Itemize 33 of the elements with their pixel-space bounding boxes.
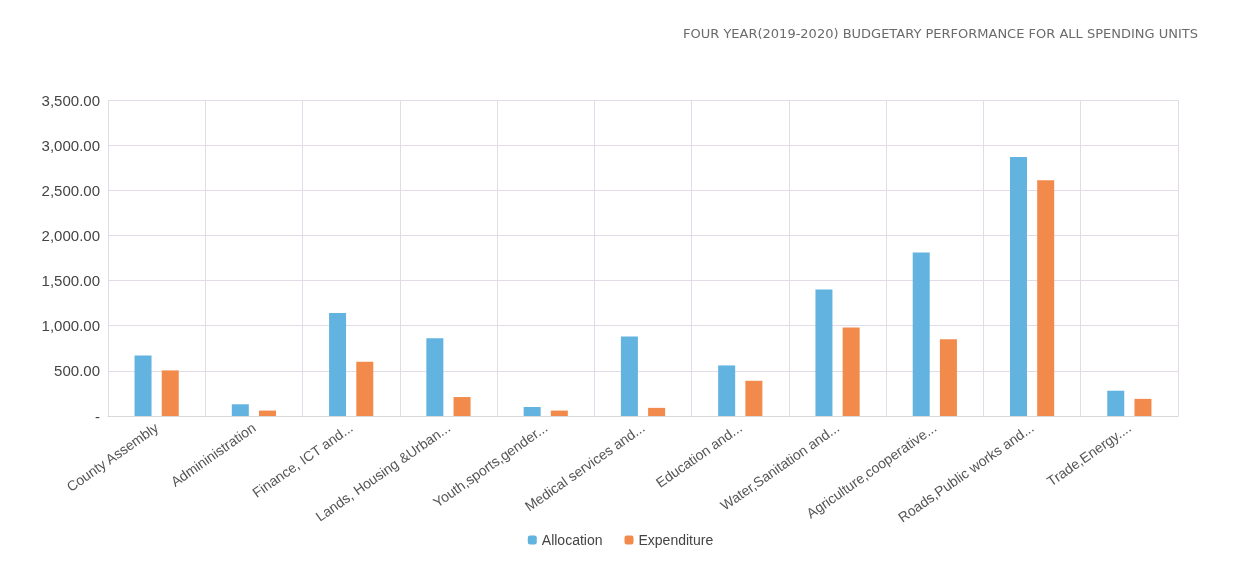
bar (648, 407, 666, 416)
bar (718, 365, 736, 416)
bar (1009, 156, 1027, 416)
y-tick-label: - (95, 407, 100, 425)
bar (1134, 398, 1152, 416)
bar (1107, 390, 1125, 416)
chart-title: FOUR YEAR(2019-2020) BUDGETARY PERFORMANCE FOR ALL SPENDING UNITS (683, 26, 1199, 41)
bar (939, 339, 957, 416)
bar (745, 380, 763, 416)
bar (1037, 180, 1055, 416)
bar (815, 289, 833, 416)
y-tick-label: 2,000.00 (41, 226, 100, 244)
bar (426, 338, 444, 416)
bar (259, 410, 277, 416)
bar (231, 404, 249, 416)
legend-label: Expenditure (638, 532, 714, 548)
bar (620, 336, 638, 416)
bar (329, 313, 347, 416)
y-tick-label: 1,500.00 (41, 272, 100, 290)
y-tick-label: 1,000.00 (41, 317, 100, 335)
bar (550, 410, 568, 416)
legend-label: Allocation (541, 532, 603, 548)
y-tick-label: 2,500.00 (41, 181, 100, 199)
y-tick-label: 500.00 (54, 362, 100, 380)
bar (842, 327, 860, 416)
bar (161, 370, 179, 416)
y-tick-label: 3,000.00 (41, 136, 100, 154)
bar (134, 355, 152, 416)
bar (523, 406, 541, 416)
bar (912, 252, 930, 416)
y-tick-label: 3,500.00 (41, 91, 100, 109)
bar (453, 397, 471, 416)
bar (356, 361, 374, 416)
